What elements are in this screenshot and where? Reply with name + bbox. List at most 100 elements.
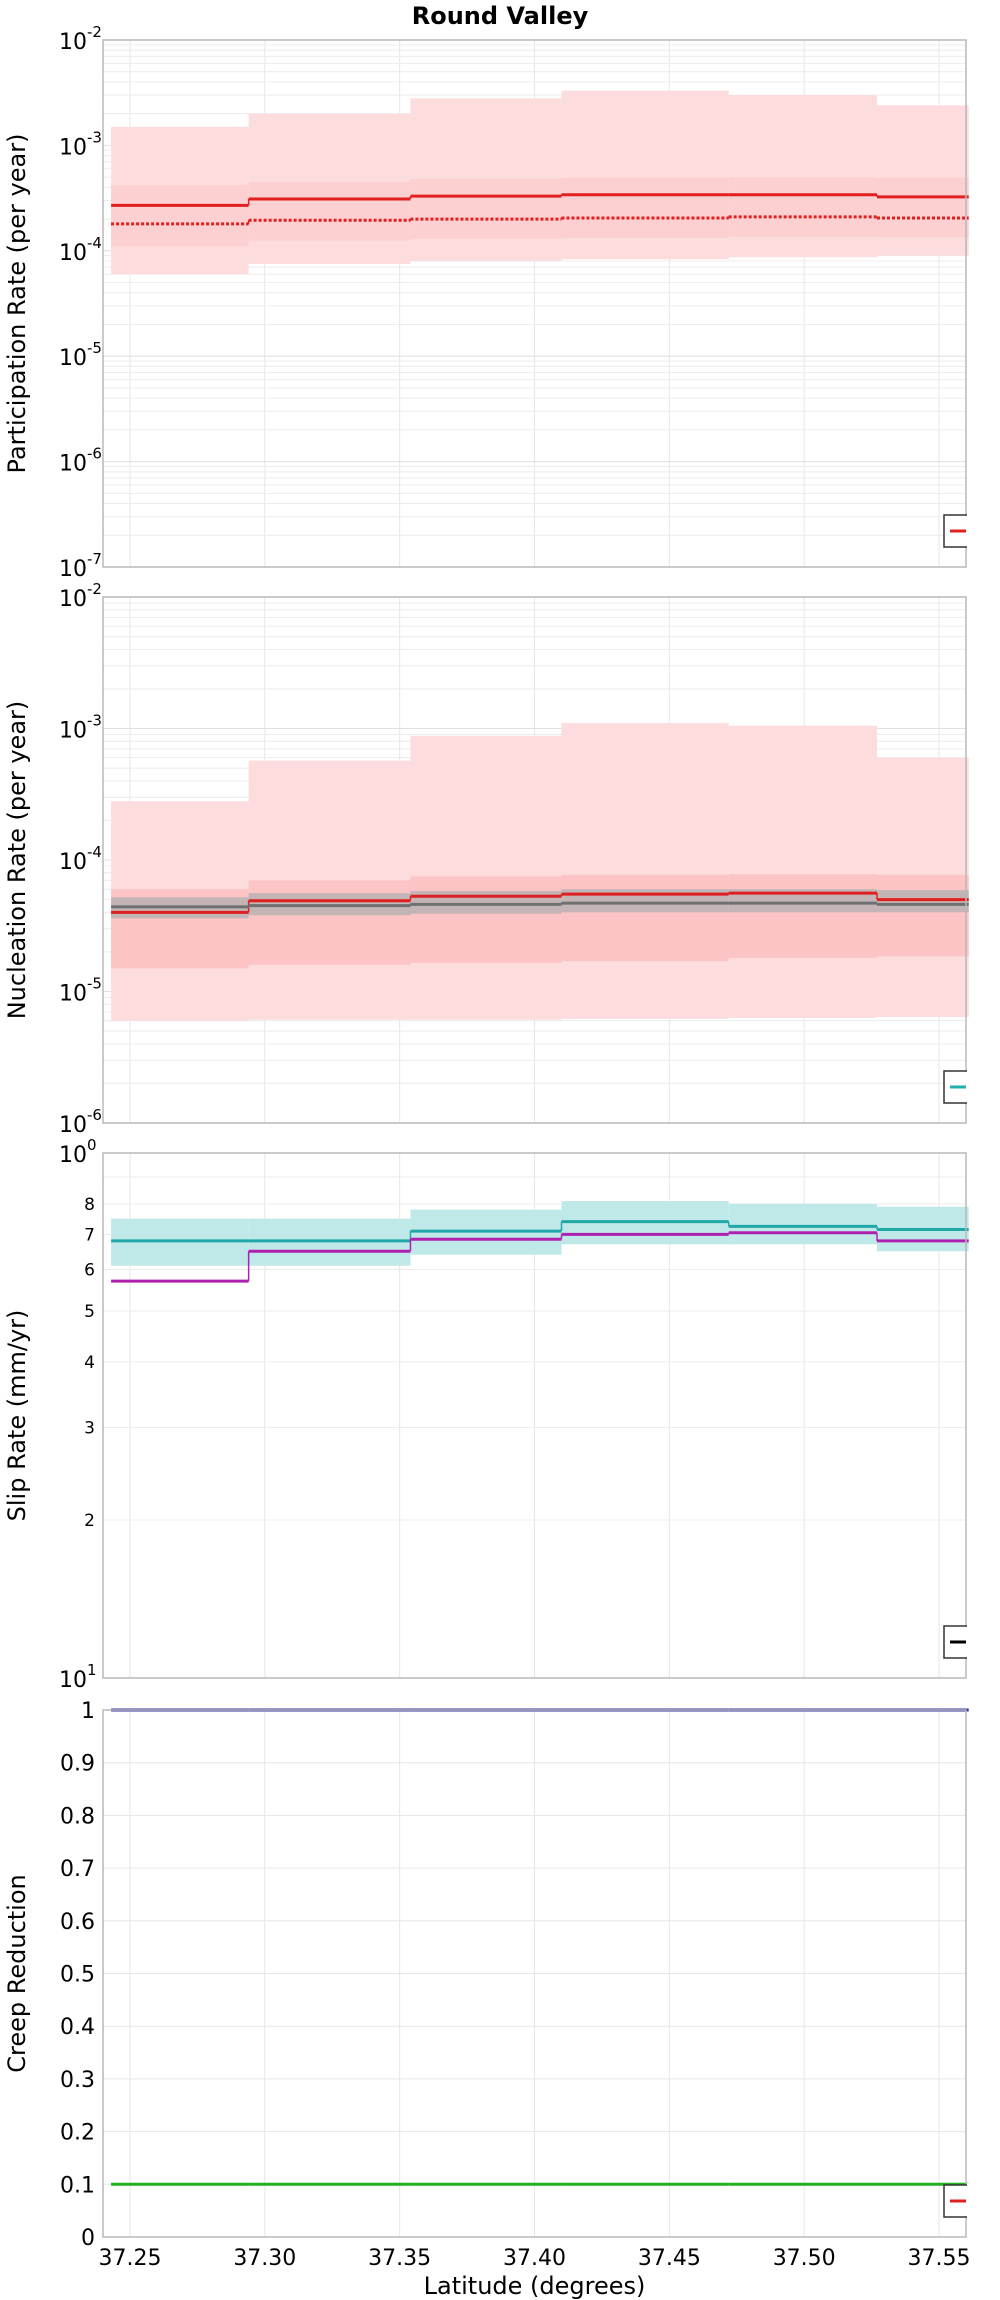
- y-minor-tick-label: 8: [84, 1195, 95, 1215]
- band-2-bin-3: [410, 876, 562, 963]
- band-2-bin-6: [877, 874, 969, 957]
- legend-box: [943, 1624, 1000, 1660]
- x-tick-label: 37.40: [503, 2246, 566, 2271]
- y-tick-exponent: -5: [87, 339, 102, 357]
- band-1-bin-5: [728, 1203, 878, 1245]
- y-tick-label: 0: [81, 2226, 95, 2251]
- band-1-bin-5: [728, 725, 878, 1018]
- band-1-bin-4: [561, 723, 729, 1019]
- band-3-bin-6: [877, 890, 969, 913]
- y-tick-base: 10: [59, 850, 87, 875]
- band-2-bin-4: [561, 874, 729, 962]
- plot-frame: [102, 1152, 967, 1679]
- band-2-bin-5: [728, 177, 878, 237]
- y-tick-label: 0.6: [60, 1910, 95, 1935]
- y-tick-label: 10 0: [59, 1136, 97, 1168]
- y-tick-label: 10 -6: [59, 445, 102, 477]
- y-tick-base: 10: [59, 982, 87, 1007]
- y-tick-label: 10 -3: [59, 128, 102, 160]
- y-minor-tick-label: 5: [84, 1302, 95, 1322]
- y-tick-exponent: 1: [87, 1661, 97, 1679]
- x-tick-label: 37.30: [233, 2246, 296, 2271]
- y-minor-tick-label: 3: [84, 1419, 95, 1439]
- y-tick-exponent: -4: [87, 234, 102, 252]
- y-tick-label: 0.2: [60, 2121, 95, 2146]
- x-tick-label: 37.50: [773, 2246, 836, 2271]
- y-axis-label: Participation Rate (per year): [3, 134, 31, 474]
- y-tick-exponent: -7: [87, 550, 102, 568]
- y-tick-label: 0.5: [60, 1963, 95, 1988]
- y-minor-tick-label: 4: [84, 1353, 95, 1373]
- plot-frame: [102, 1709, 967, 2238]
- y-tick-base: 10: [59, 1113, 87, 1138]
- y-tick-exponent: -4: [87, 843, 102, 861]
- y-tick-label: 10 -5: [59, 339, 102, 371]
- y-tick-base: 10: [59, 30, 87, 55]
- y-tick-label: 0.7: [60, 1857, 95, 1882]
- band-2-bin-2: [248, 880, 411, 965]
- y-tick-label: 10 -5: [59, 975, 102, 1007]
- y-tick-base: 10: [59, 135, 87, 160]
- y-tick-exponent: -2: [87, 23, 102, 41]
- y-tick-base: 10: [59, 1143, 87, 1168]
- y-tick-exponent: -5: [87, 975, 102, 993]
- band-2-bin-5: [728, 874, 878, 958]
- y-tick-label: 10 -6: [59, 1106, 102, 1138]
- chart-title: Round Valley: [412, 2, 589, 30]
- y-tick-label: 0.9: [60, 1752, 95, 1777]
- y-tick-label: 0.3: [60, 2068, 95, 2093]
- y-tick-label: 10 -4: [59, 234, 102, 266]
- band-3-bin-5: [728, 889, 878, 913]
- y-tick-base: 10: [59, 719, 87, 744]
- y-tick-base: 10: [59, 1668, 87, 1693]
- y-tick-base: 10: [59, 557, 87, 582]
- y-tick-label: 10 1: [59, 1661, 97, 1693]
- x-tick-label: 37.25: [98, 2246, 161, 2271]
- y-minor-tick-label: 7: [84, 1225, 95, 1245]
- y-tick-exponent: -3: [87, 712, 102, 730]
- y-minor-tick-label: 2: [84, 1511, 95, 1531]
- grid: [103, 1709, 966, 2238]
- x-tick-label: 37.45: [638, 2246, 701, 2271]
- x-tick-label: 37.55: [908, 2246, 971, 2271]
- x-tick-label: 37.35: [368, 2246, 431, 2271]
- band-2-bin-2: [248, 181, 411, 241]
- band-2-bin-4: [561, 178, 729, 238]
- legend-box: [943, 1069, 1000, 1105]
- panel-4: 0 0.1 0.2 0.3 0.4 0.5 0.6 0.7 0.8 0.9 1 37.25 37.30 3…: [3, 1699, 1000, 2300]
- y-tick-exponent: -3: [87, 128, 102, 146]
- y-minor-tick-label: 6: [84, 1260, 95, 1280]
- y-axis-label: Slip Rate (mm/yr): [3, 1310, 31, 1522]
- x-axis-label: Latitude (degrees): [424, 2272, 646, 2300]
- y-axis-label: Creep Reduction: [3, 1874, 31, 2072]
- band-3-bin-3: [410, 891, 562, 914]
- legend-box: [943, 513, 1000, 549]
- plot-frame: [102, 596, 967, 1124]
- band-2-bin-6: [877, 178, 969, 238]
- y-tick-label: 0.8: [60, 1804, 95, 1829]
- y-tick-base: 10: [59, 452, 87, 477]
- y-axis-label: Nucleation Rate (per year): [3, 701, 31, 1020]
- y-tick-base: 10: [59, 587, 87, 612]
- band-2-bin-1: [111, 185, 249, 247]
- y-tick-base: 10: [59, 346, 87, 371]
- y-tick-label: 10 -4: [59, 843, 102, 875]
- y-tick-base: 10: [59, 241, 87, 266]
- y-tick-label: 10 -3: [59, 712, 102, 744]
- y-tick-label: 10 -2: [59, 23, 102, 55]
- band-2-bin-3: [410, 178, 562, 239]
- y-tick-label: 1: [81, 1699, 95, 1724]
- y-tick-label: 0.4: [60, 2015, 95, 2040]
- y-tick-exponent: -6: [87, 445, 102, 463]
- y-tick-exponent: -6: [87, 1106, 102, 1124]
- y-tick-exponent: -2: [87, 580, 102, 598]
- y-tick-exponent: 0: [87, 1136, 97, 1154]
- legend-box: [943, 2183, 1000, 2219]
- y-tick-label: 0.1: [60, 2173, 95, 2198]
- y-tick-label: 10 -2: [59, 580, 102, 612]
- plot-frame: [102, 39, 967, 568]
